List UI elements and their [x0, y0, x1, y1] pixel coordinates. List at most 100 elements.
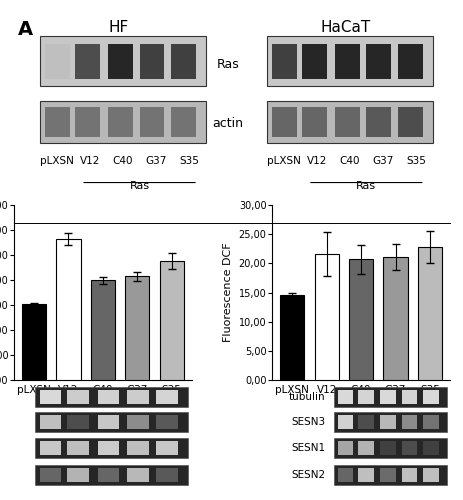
- Text: V12: V12: [80, 156, 100, 166]
- FancyBboxPatch shape: [380, 390, 395, 404]
- FancyBboxPatch shape: [40, 100, 206, 144]
- Text: Ras: Ras: [129, 182, 149, 192]
- FancyBboxPatch shape: [108, 107, 132, 137]
- FancyBboxPatch shape: [40, 468, 61, 481]
- FancyBboxPatch shape: [171, 44, 195, 79]
- FancyBboxPatch shape: [127, 442, 148, 455]
- Bar: [280, 295, 304, 380]
- FancyBboxPatch shape: [337, 468, 353, 481]
- FancyBboxPatch shape: [266, 36, 432, 86]
- Bar: [417, 247, 441, 380]
- Text: G37: G37: [145, 156, 166, 166]
- FancyBboxPatch shape: [156, 390, 177, 404]
- FancyBboxPatch shape: [127, 390, 148, 404]
- FancyBboxPatch shape: [156, 442, 177, 455]
- FancyBboxPatch shape: [266, 100, 432, 144]
- FancyBboxPatch shape: [139, 44, 164, 79]
- FancyBboxPatch shape: [422, 468, 438, 481]
- FancyBboxPatch shape: [334, 438, 445, 458]
- FancyBboxPatch shape: [75, 44, 100, 79]
- FancyBboxPatch shape: [401, 468, 416, 481]
- FancyBboxPatch shape: [35, 412, 188, 432]
- FancyBboxPatch shape: [401, 390, 416, 404]
- FancyBboxPatch shape: [334, 465, 445, 484]
- Y-axis label: Fluorescence DCF: Fluorescence DCF: [223, 243, 232, 342]
- FancyBboxPatch shape: [35, 438, 188, 458]
- FancyBboxPatch shape: [366, 44, 390, 79]
- FancyBboxPatch shape: [98, 415, 119, 429]
- FancyBboxPatch shape: [334, 44, 359, 79]
- FancyBboxPatch shape: [40, 390, 61, 404]
- Bar: [348, 259, 372, 380]
- Text: V12: V12: [306, 156, 326, 166]
- FancyBboxPatch shape: [422, 442, 438, 455]
- FancyBboxPatch shape: [357, 415, 373, 429]
- FancyBboxPatch shape: [337, 390, 353, 404]
- Bar: [22, 304, 46, 380]
- FancyBboxPatch shape: [380, 468, 395, 481]
- Bar: [125, 276, 149, 380]
- FancyBboxPatch shape: [35, 387, 188, 406]
- FancyBboxPatch shape: [67, 415, 89, 429]
- FancyBboxPatch shape: [422, 390, 438, 404]
- FancyBboxPatch shape: [357, 468, 373, 481]
- Text: pLXSN: pLXSN: [266, 156, 300, 166]
- FancyBboxPatch shape: [271, 44, 296, 79]
- FancyBboxPatch shape: [40, 442, 61, 455]
- Text: G37: G37: [371, 156, 393, 166]
- Text: tubulin: tubulin: [288, 392, 325, 402]
- FancyBboxPatch shape: [40, 415, 61, 429]
- FancyBboxPatch shape: [98, 442, 119, 455]
- FancyBboxPatch shape: [40, 36, 206, 86]
- Bar: [382, 257, 407, 380]
- FancyBboxPatch shape: [156, 415, 177, 429]
- Text: S35: S35: [405, 156, 425, 166]
- FancyBboxPatch shape: [98, 390, 119, 404]
- FancyBboxPatch shape: [108, 44, 132, 79]
- FancyBboxPatch shape: [45, 44, 70, 79]
- Text: C40: C40: [339, 156, 359, 166]
- FancyBboxPatch shape: [35, 465, 188, 484]
- Text: S35: S35: [179, 156, 199, 166]
- FancyBboxPatch shape: [337, 415, 353, 429]
- FancyBboxPatch shape: [422, 415, 438, 429]
- FancyBboxPatch shape: [357, 390, 373, 404]
- Text: HaCaT: HaCaT: [319, 20, 370, 36]
- Text: pLXSN: pLXSN: [40, 156, 74, 166]
- FancyBboxPatch shape: [301, 44, 326, 79]
- FancyBboxPatch shape: [401, 442, 416, 455]
- FancyBboxPatch shape: [334, 412, 445, 432]
- FancyBboxPatch shape: [366, 107, 390, 137]
- FancyBboxPatch shape: [337, 442, 353, 455]
- FancyBboxPatch shape: [127, 468, 148, 481]
- Bar: [56, 239, 81, 380]
- FancyBboxPatch shape: [67, 442, 89, 455]
- Bar: [91, 280, 115, 380]
- FancyBboxPatch shape: [401, 415, 416, 429]
- FancyBboxPatch shape: [397, 44, 422, 79]
- FancyBboxPatch shape: [45, 107, 70, 137]
- FancyBboxPatch shape: [75, 107, 100, 137]
- FancyBboxPatch shape: [67, 390, 89, 404]
- FancyBboxPatch shape: [171, 107, 195, 137]
- FancyBboxPatch shape: [67, 468, 89, 481]
- Text: SESN3: SESN3: [291, 417, 325, 427]
- Text: SESN1: SESN1: [291, 444, 325, 454]
- Text: A: A: [18, 20, 33, 40]
- FancyBboxPatch shape: [380, 415, 395, 429]
- Text: actin: actin: [212, 117, 243, 130]
- FancyBboxPatch shape: [357, 442, 373, 455]
- FancyBboxPatch shape: [301, 107, 326, 137]
- Text: Ras: Ras: [216, 58, 238, 71]
- Text: SESN2: SESN2: [291, 470, 325, 480]
- Bar: [314, 254, 338, 380]
- Text: Ras: Ras: [356, 182, 375, 192]
- Bar: [159, 261, 183, 380]
- FancyBboxPatch shape: [397, 107, 422, 137]
- FancyBboxPatch shape: [139, 107, 164, 137]
- FancyBboxPatch shape: [271, 107, 296, 137]
- FancyBboxPatch shape: [380, 442, 395, 455]
- Text: HF: HF: [108, 20, 128, 36]
- Text: C40: C40: [113, 156, 133, 166]
- FancyBboxPatch shape: [334, 387, 445, 406]
